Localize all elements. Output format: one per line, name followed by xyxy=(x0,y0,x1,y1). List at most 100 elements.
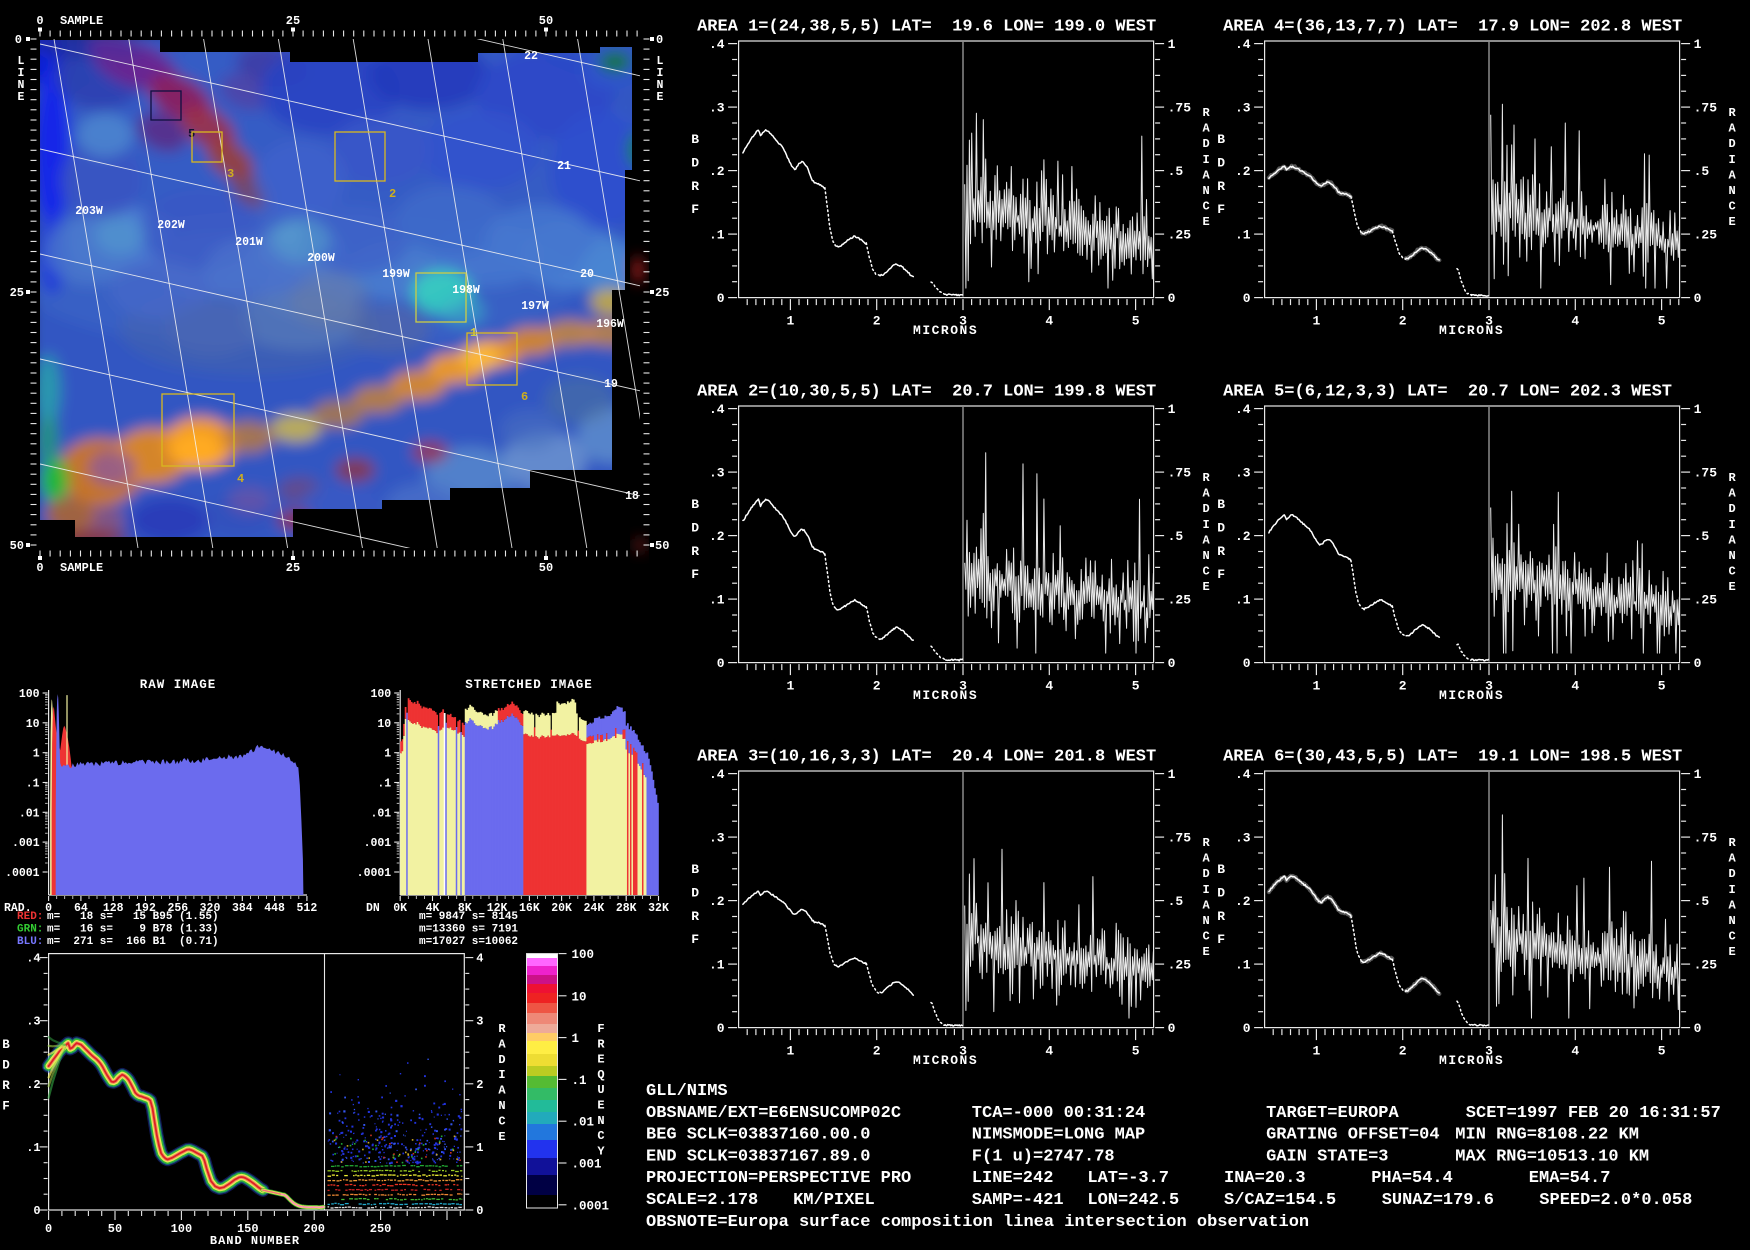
svg-text:D: D xyxy=(691,155,699,170)
svg-text:I: I xyxy=(657,67,664,80)
svg-text:50: 50 xyxy=(539,14,553,28)
svg-text:5: 5 xyxy=(1132,314,1140,329)
svg-text:F: F xyxy=(1217,567,1225,582)
svg-text:INA=20.3: INA=20.3 xyxy=(1224,1169,1306,1188)
svg-text:2: 2 xyxy=(873,1044,881,1059)
svg-text:F: F xyxy=(1217,202,1225,217)
svg-text:D: D xyxy=(1202,867,1209,881)
svg-text:L: L xyxy=(18,55,25,68)
svg-text:SAMP=-421: SAMP=-421 xyxy=(972,1191,1064,1210)
svg-text:0: 0 xyxy=(1243,656,1251,671)
svg-text:512: 512 xyxy=(297,902,318,915)
svg-text:1: 1 xyxy=(1168,402,1176,417)
svg-text:0: 0 xyxy=(1168,291,1176,306)
svg-text:0: 0 xyxy=(1243,291,1251,306)
svg-text:100: 100 xyxy=(370,688,391,701)
svg-text:3: 3 xyxy=(1485,1044,1493,1059)
svg-text:0: 0 xyxy=(36,14,43,28)
svg-text:D: D xyxy=(1202,137,1209,151)
svg-text:1: 1 xyxy=(786,1044,794,1059)
svg-text:2: 2 xyxy=(1399,1044,1407,1059)
svg-text:199W: 199W xyxy=(382,268,410,281)
svg-text:m= 9847 s= 8145: m= 9847 s= 8145 xyxy=(419,911,518,923)
svg-text:D: D xyxy=(691,885,699,900)
svg-text:MICRONS: MICRONS xyxy=(913,1053,978,1068)
svg-text:GRN:: GRN: xyxy=(17,924,43,936)
svg-text:3: 3 xyxy=(1485,679,1493,694)
svg-text:LON=242.5: LON=242.5 xyxy=(1087,1191,1179,1210)
svg-text:RAW IMAGE: RAW IMAGE xyxy=(140,678,217,692)
svg-text:N: N xyxy=(18,79,25,92)
svg-text:197W: 197W xyxy=(521,300,549,313)
svg-text:.75: .75 xyxy=(1694,831,1718,846)
svg-text:4: 4 xyxy=(237,472,244,486)
svg-text:.1: .1 xyxy=(26,1141,40,1155)
svg-text:.75: .75 xyxy=(1694,466,1718,481)
svg-text:MAX RNG=10513.10 KM: MAX RNG=10513.10 KM xyxy=(1455,1147,1649,1166)
svg-text:N: N xyxy=(1728,549,1735,563)
svg-text:5: 5 xyxy=(1658,1044,1666,1059)
svg-text:L: L xyxy=(657,55,664,68)
svg-text:m= 18 s= 15 B95 (1.55): m= 18 s= 15 B95 (1.55) xyxy=(47,911,219,923)
svg-text:PHA=54.4: PHA=54.4 xyxy=(1371,1169,1453,1188)
svg-text:3: 3 xyxy=(959,1044,967,1059)
svg-text:E: E xyxy=(1202,215,1209,229)
svg-text:C: C xyxy=(1728,565,1735,579)
svg-text:TCA=-000 00:31:24: TCA=-000 00:31:24 xyxy=(972,1104,1145,1123)
svg-text:0: 0 xyxy=(1168,656,1176,671)
svg-text:.5: .5 xyxy=(1694,894,1710,909)
svg-text:C: C xyxy=(1202,930,1209,944)
svg-text:.3: .3 xyxy=(26,1015,40,1029)
svg-text:D: D xyxy=(1728,137,1735,151)
svg-text:D: D xyxy=(1217,155,1225,170)
svg-text:N: N xyxy=(1202,184,1209,198)
svg-text:2: 2 xyxy=(1399,679,1407,694)
svg-text:0: 0 xyxy=(1243,1021,1251,1036)
svg-text:.2: .2 xyxy=(1235,164,1251,179)
svg-text:0: 0 xyxy=(1694,291,1702,306)
svg-text:N: N xyxy=(597,1114,604,1128)
svg-text:.75: .75 xyxy=(1168,466,1192,481)
svg-text:1: 1 xyxy=(1312,1044,1320,1059)
svg-text:D: D xyxy=(691,520,699,535)
svg-text:.01: .01 xyxy=(572,1116,595,1130)
svg-text:0: 0 xyxy=(33,1204,40,1218)
svg-text:BLU:: BLU: xyxy=(17,936,43,948)
svg-text:C: C xyxy=(1202,565,1209,579)
svg-text:R: R xyxy=(597,1037,605,1051)
svg-text:150: 150 xyxy=(237,1222,259,1236)
svg-text:N: N xyxy=(1202,549,1209,563)
svg-text:Y: Y xyxy=(597,1144,605,1158)
svg-text:0: 0 xyxy=(45,902,52,915)
svg-text:10: 10 xyxy=(377,718,391,731)
svg-text:C: C xyxy=(498,1114,505,1128)
svg-text:SCALE=2.178: SCALE=2.178 xyxy=(646,1191,758,1210)
svg-text:.0001: .0001 xyxy=(572,1199,610,1213)
svg-text:PROJECTION=PERSPECTIVE PRO: PROJECTION=PERSPECTIVE PRO xyxy=(646,1169,911,1188)
svg-text:RAD.: RAD. xyxy=(4,902,32,915)
svg-text:.001: .001 xyxy=(364,837,392,850)
svg-text:1: 1 xyxy=(1694,37,1702,52)
svg-text:A: A xyxy=(1728,487,1736,501)
svg-text:U: U xyxy=(597,1083,604,1097)
svg-text:I: I xyxy=(1202,518,1209,532)
svg-text:20K: 20K xyxy=(551,902,572,915)
svg-text:KM/PIXEL: KM/PIXEL xyxy=(793,1191,875,1210)
svg-text:D: D xyxy=(1217,520,1225,535)
svg-text:.001: .001 xyxy=(12,837,40,850)
svg-text:S/CAZ=154.5: S/CAZ=154.5 xyxy=(1224,1191,1336,1210)
svg-text:R: R xyxy=(1728,471,1736,485)
svg-text:C: C xyxy=(1202,200,1209,214)
svg-text:D: D xyxy=(1728,867,1735,881)
svg-text:F(1 u)=2747.78: F(1 u)=2747.78 xyxy=(972,1147,1115,1166)
svg-text:R: R xyxy=(1217,909,1225,924)
svg-text:m= 271 s= 166 B1 (0.71): m= 271 s= 166 B1 (0.71) xyxy=(47,936,219,948)
svg-text:F: F xyxy=(1217,932,1225,947)
svg-text:R: R xyxy=(1728,106,1736,120)
svg-text:B: B xyxy=(691,497,699,512)
svg-text:.4: .4 xyxy=(1235,767,1251,782)
svg-text:.4: .4 xyxy=(26,952,40,966)
svg-text:A: A xyxy=(1202,852,1210,866)
svg-text:0: 0 xyxy=(45,1222,52,1236)
svg-text:F: F xyxy=(691,202,699,217)
